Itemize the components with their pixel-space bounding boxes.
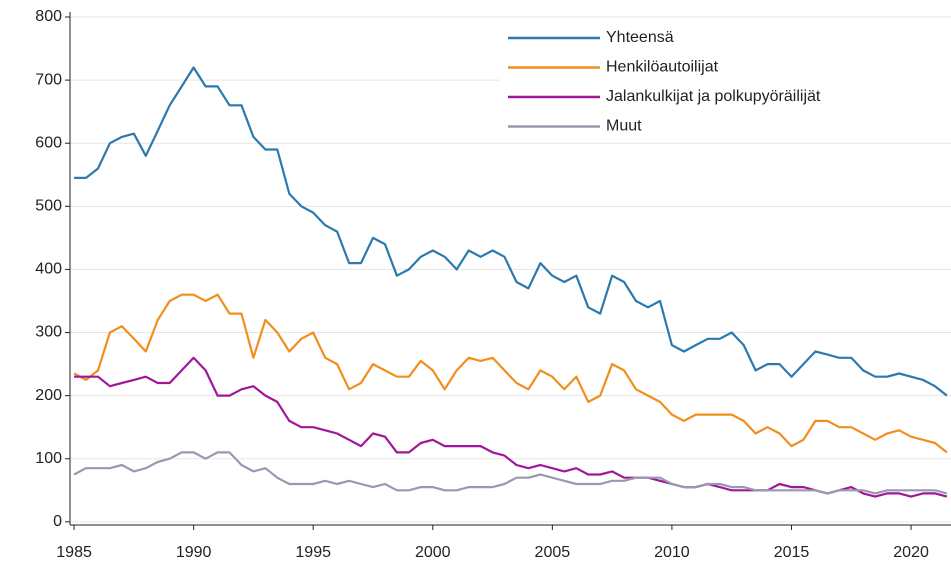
legend: Yhteensä Henkilöautoilijat Jalankulkijat j… bbox=[500, 20, 951, 142]
y-tick-label: 300 bbox=[35, 324, 62, 341]
x-tick-label: 2000 bbox=[415, 544, 451, 561]
plot-area bbox=[73, 66, 948, 498]
legend-box bbox=[500, 20, 951, 142]
x-tick-label: 2020 bbox=[893, 544, 929, 561]
y-tick-label: 600 bbox=[35, 134, 62, 151]
y-tick-label: 800 bbox=[35, 8, 62, 25]
series-line bbox=[73, 293, 948, 454]
x-tick-label: 1990 bbox=[176, 544, 212, 561]
y-tick-label: 700 bbox=[35, 71, 62, 88]
series-line bbox=[73, 451, 948, 495]
y-tick-label: 400 bbox=[35, 261, 62, 278]
series-line bbox=[74, 66, 948, 397]
x-tick-label: 2010 bbox=[654, 544, 690, 561]
axes: 0 100 200 300 400 500 600 700 800 1985 1990 1995 200… bbox=[35, 8, 951, 561]
series-line bbox=[74, 356, 948, 498]
x-tick-label: 1995 bbox=[295, 544, 331, 561]
legend-label: Muut bbox=[606, 118, 642, 135]
legend-label: Henkilöautoilijat bbox=[606, 59, 719, 76]
x-tick-label: 2015 bbox=[774, 544, 810, 561]
x-tick-label: 2005 bbox=[535, 544, 571, 561]
legend-label: Yhteensä bbox=[606, 29, 674, 46]
y-tick-label: 200 bbox=[35, 387, 62, 404]
legend-label: Jalankulkijat ja polkupyöräilijät bbox=[606, 88, 821, 105]
x-tick-label: 1985 bbox=[56, 544, 92, 561]
y-tick-label: 100 bbox=[35, 450, 62, 467]
y-tick-label: 0 bbox=[53, 513, 62, 530]
y-tick-label: 500 bbox=[35, 198, 62, 215]
